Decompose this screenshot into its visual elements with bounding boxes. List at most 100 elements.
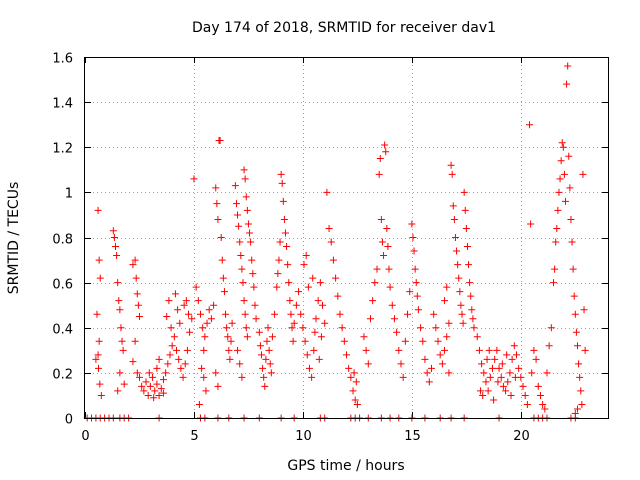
data-point: [217, 234, 225, 241]
data-point: [234, 346, 242, 354]
data-point: [362, 346, 370, 354]
y-tick-label: 1.4: [52, 97, 73, 112]
data-point: [493, 346, 501, 354]
data-point: [116, 369, 124, 377]
data-point: [551, 265, 559, 273]
data-point: [458, 310, 466, 318]
y-tick-label: 0: [65, 413, 73, 428]
data-point: [176, 319, 184, 327]
data-point: [526, 121, 534, 129]
data-point: [463, 243, 471, 251]
data-point: [304, 283, 312, 291]
data-point: [494, 378, 502, 386]
data-point: [468, 306, 476, 314]
data-point: [417, 324, 425, 332]
data-point: [114, 279, 122, 287]
data-point: [94, 206, 102, 214]
data-point: [575, 360, 583, 368]
data-point: [393, 328, 401, 336]
data-point: [232, 200, 240, 208]
data-point: [286, 297, 294, 305]
data-point: [110, 234, 118, 241]
data-point: [145, 369, 153, 377]
plot-frame: [84, 57, 609, 419]
y-tick-label: 0.4: [52, 323, 73, 338]
data-point: [234, 211, 242, 219]
data-point: [295, 288, 303, 296]
x-tick-label: 5: [190, 429, 198, 444]
data-point: [414, 306, 422, 314]
data-point: [564, 62, 572, 70]
data-point: [375, 170, 383, 178]
data-point: [179, 373, 187, 381]
data-point: [165, 297, 173, 305]
data-point: [377, 215, 385, 223]
data-point: [404, 310, 412, 318]
data-point: [566, 184, 574, 192]
data-point: [521, 391, 529, 399]
data-point: [360, 333, 368, 341]
data-point: [181, 360, 189, 368]
data-point: [563, 80, 571, 88]
data-point: [550, 279, 558, 287]
data-point: [443, 333, 451, 341]
data-point: [532, 355, 540, 363]
data-point: [327, 238, 335, 246]
data-point: [258, 351, 266, 359]
data-point: [432, 324, 440, 332]
data-point: [483, 355, 491, 363]
data-point: [212, 369, 220, 377]
data-point: [247, 238, 255, 246]
data-point: [173, 346, 181, 354]
data-point: [581, 346, 589, 354]
data-point: [406, 288, 414, 296]
data-point: [576, 373, 584, 381]
data-point: [155, 391, 163, 399]
data-point: [568, 238, 576, 246]
ticks: 0 5 10 15 20 0 0.2 0.4 0.6 0.8 1 1.2 1.4 1.6: [52, 52, 608, 444]
data-point: [252, 315, 260, 323]
data-point: [547, 324, 555, 332]
data-point: [153, 364, 161, 372]
data-point: [399, 373, 407, 381]
data-point: [171, 290, 179, 298]
data-point: [285, 279, 293, 287]
data-point: [280, 215, 288, 223]
data-point: [97, 391, 105, 399]
data-point: [95, 256, 103, 264]
data-point: [554, 206, 562, 214]
data-point: [469, 315, 477, 323]
data-point: [287, 310, 295, 318]
data-point: [242, 193, 250, 201]
data-point: [519, 382, 527, 390]
data-point: [332, 274, 340, 282]
data-point: [203, 319, 211, 327]
data-point: [93, 310, 101, 318]
data-point: [237, 252, 245, 260]
data-point: [132, 274, 140, 282]
data-point: [238, 373, 246, 381]
data-point: [153, 380, 161, 388]
data-point: [292, 301, 300, 309]
data-point: [569, 265, 577, 273]
data-points: [83, 62, 589, 422]
data-point: [314, 297, 322, 305]
data-point: [273, 283, 281, 291]
data-point: [163, 312, 171, 320]
data-point: [523, 400, 531, 408]
data-point: [559, 143, 567, 151]
data-point: [384, 243, 392, 251]
data-point: [243, 333, 251, 341]
data-point: [467, 292, 475, 300]
data-point: [565, 152, 573, 160]
data-point: [383, 224, 391, 232]
data-point: [250, 283, 258, 291]
data-point: [443, 283, 451, 291]
data-point: [499, 382, 507, 390]
data-point: [408, 220, 416, 228]
data-point: [553, 224, 561, 232]
data-point: [95, 364, 103, 372]
y-tick-label: 1.2: [52, 142, 73, 157]
data-point: [451, 234, 459, 241]
data-point: [199, 324, 207, 332]
